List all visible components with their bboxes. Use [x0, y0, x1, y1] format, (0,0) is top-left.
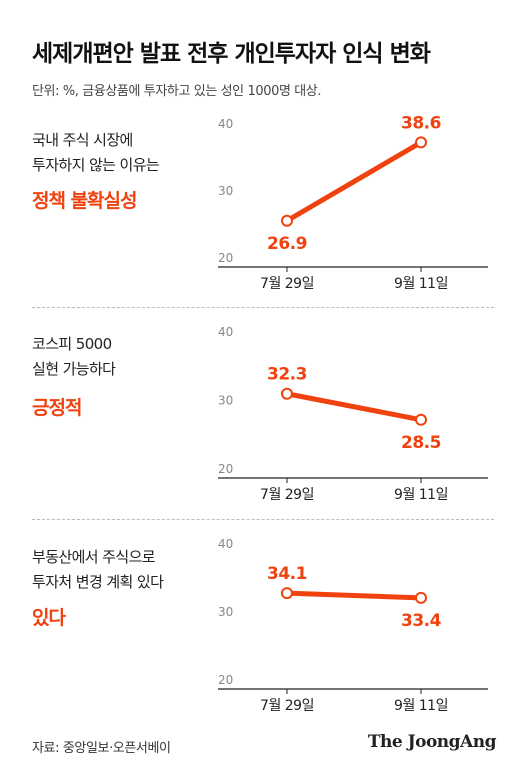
data-label: 26.9	[267, 234, 307, 254]
y-tick-label: 30	[218, 394, 233, 408]
panel-divider	[32, 519, 494, 520]
data-point	[281, 387, 293, 400]
y-tick-label: 40	[218, 537, 233, 551]
data-point	[415, 591, 427, 604]
y-tick-label: 20	[218, 673, 233, 687]
x-tick-label: 7월 29일	[260, 487, 314, 503]
data-label: 32.3	[267, 365, 307, 385]
x-tick-label: 7월 29일	[260, 698, 314, 714]
data-point	[415, 413, 427, 426]
series-line	[284, 590, 424, 601]
data-label: 38.6	[401, 113, 441, 133]
brand-logo: The JoongAng	[367, 732, 497, 752]
page-title: 세제개편안 발표 전후 개인투자자 인식 변화	[32, 41, 431, 67]
data-point	[281, 587, 293, 600]
data-label: 34.1	[267, 564, 307, 584]
series-line	[284, 139, 424, 224]
data-label: 28.5	[401, 433, 441, 453]
data-label: 33.4	[401, 611, 442, 631]
data-point	[281, 214, 293, 227]
y-tick-label: 20	[218, 251, 233, 265]
y-tick-label: 40	[218, 117, 233, 131]
source-note: 자료: 중앙일보·오픈서베이	[32, 741, 171, 756]
y-tick-label: 30	[218, 184, 233, 198]
series-line	[284, 391, 424, 423]
panel-divider	[32, 307, 494, 308]
y-tick-label: 30	[218, 605, 233, 619]
data-point	[415, 136, 427, 149]
y-tick-label: 40	[218, 325, 233, 339]
x-tick-label: 7월 29일	[260, 276, 314, 292]
y-tick-label: 20	[218, 462, 233, 476]
x-tick-label: 9월 11일	[394, 698, 448, 714]
x-tick-label: 9월 11일	[394, 487, 448, 503]
page-subtitle: 단위: %, 금융상품에 투자하고 있는 성인 1000명 대상.	[32, 84, 322, 99]
x-tick-label: 9월 11일	[394, 276, 448, 292]
